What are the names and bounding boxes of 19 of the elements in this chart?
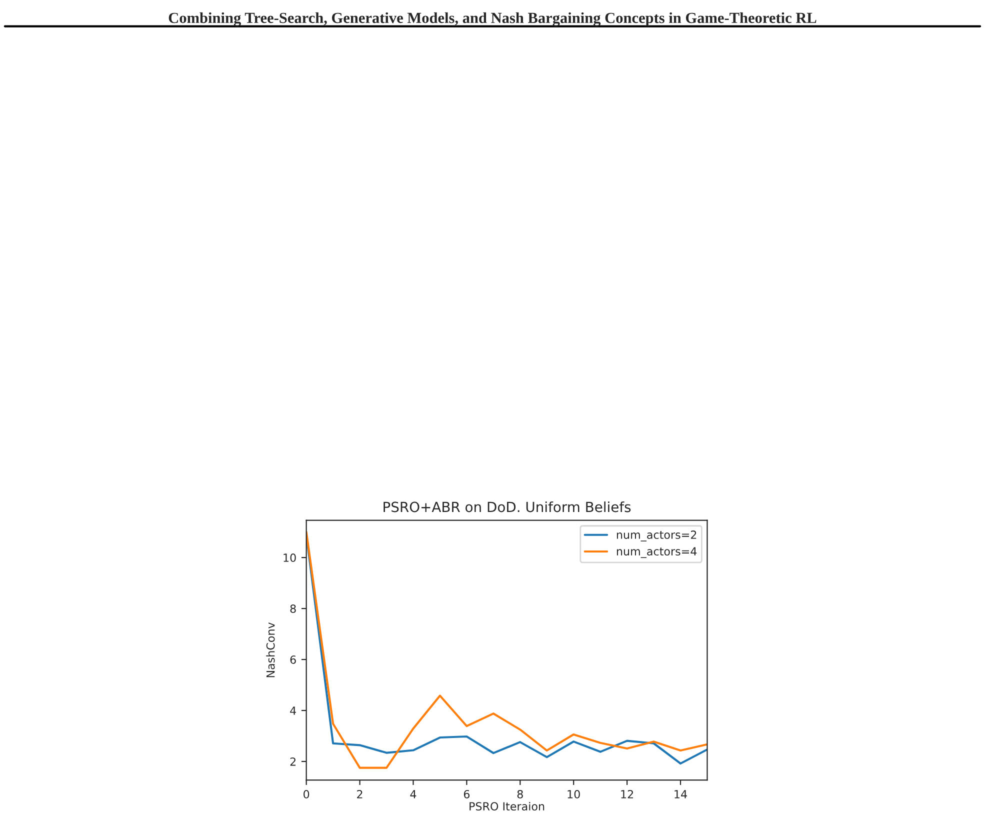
text: Combining Tree-Search, Generative Models, and Nash Bargaining Concepts in Game-Theoretic RL <box>168 12 816 26</box>
legend-label: num_actors=2 <box>616 530 696 542</box>
y-tick-label: 4 <box>290 706 296 715</box>
x-tick-label: 14 <box>674 790 687 798</box>
y-tick-label: 10 <box>284 554 296 562</box>
x-tick-label: 0 <box>304 790 310 798</box>
y-tick-label: 6 <box>290 655 296 664</box>
y-axis-title: NashConv <box>266 622 275 678</box>
x-tick-label: 8 <box>517 790 523 798</box>
x-axis-title: PSRO Iteraion <box>470 802 544 811</box>
x-tick-label: 12 <box>621 790 634 798</box>
legend-label: num_actors=4 <box>616 547 697 558</box>
y-tick-label: 2 <box>290 757 296 766</box>
y-tick-label: 8 <box>290 604 296 613</box>
x-tick-label: 4 <box>410 790 416 798</box>
x-tick-label: 6 <box>464 790 470 798</box>
chart-title: PSRO+ABR on DoD. Uniform Beliefs <box>384 501 631 512</box>
x-tick-label: 10 <box>568 790 580 798</box>
x-tick-label: 2 <box>357 790 362 798</box>
